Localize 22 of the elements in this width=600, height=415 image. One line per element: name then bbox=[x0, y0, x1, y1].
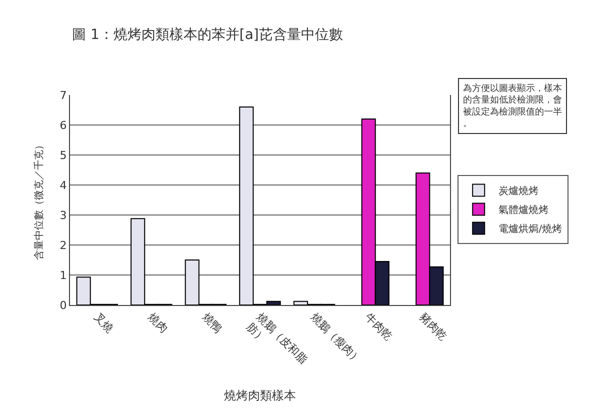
legend-label: 電爐烘焗/燒烤 bbox=[498, 223, 562, 236]
y-tick-label: 3 bbox=[60, 208, 67, 222]
y-tick-label: 2 bbox=[60, 238, 67, 252]
legend-label: 氣體爐燒烤 bbox=[498, 204, 549, 216]
x-tick-label: 燒鵝（皮和脂肪） bbox=[244, 310, 310, 366]
y-tick-label: 5 bbox=[60, 148, 67, 162]
y-tick-label: 4 bbox=[60, 178, 67, 192]
legend-label: 炭爐燒烤 bbox=[498, 185, 539, 198]
y-axis-title: 含量中位數（微克／千克） bbox=[32, 140, 45, 260]
y-tick-label: 7 bbox=[60, 88, 67, 102]
x-tick-label: 豬肉乾 bbox=[416, 310, 450, 344]
chart-title: 圖 1：燒烤肉類樣本的苯并[a]芘含量中位數 bbox=[72, 26, 343, 43]
x-axis-title: 燒烤肉類樣本 bbox=[224, 388, 296, 402]
y-tick-label: 1 bbox=[60, 268, 67, 282]
text: 為方便以圖表顯示，樣本的含量如低於檢測限，會被設定為檢測限值的一半。 bbox=[463, 83, 562, 130]
y-tick-label: 6 bbox=[60, 118, 67, 132]
x-tick-label: 燒鵝（瘦肉） bbox=[308, 310, 364, 366]
y-tick-label: 0 bbox=[60, 298, 67, 312]
x-tick-label: 燒鴨 bbox=[200, 310, 224, 336]
x-tick-label: 牛肉乾 bbox=[362, 310, 396, 344]
x-tick-label: 叉燒 bbox=[91, 310, 116, 336]
x-tick-label: 燒肉 bbox=[145, 310, 170, 336]
